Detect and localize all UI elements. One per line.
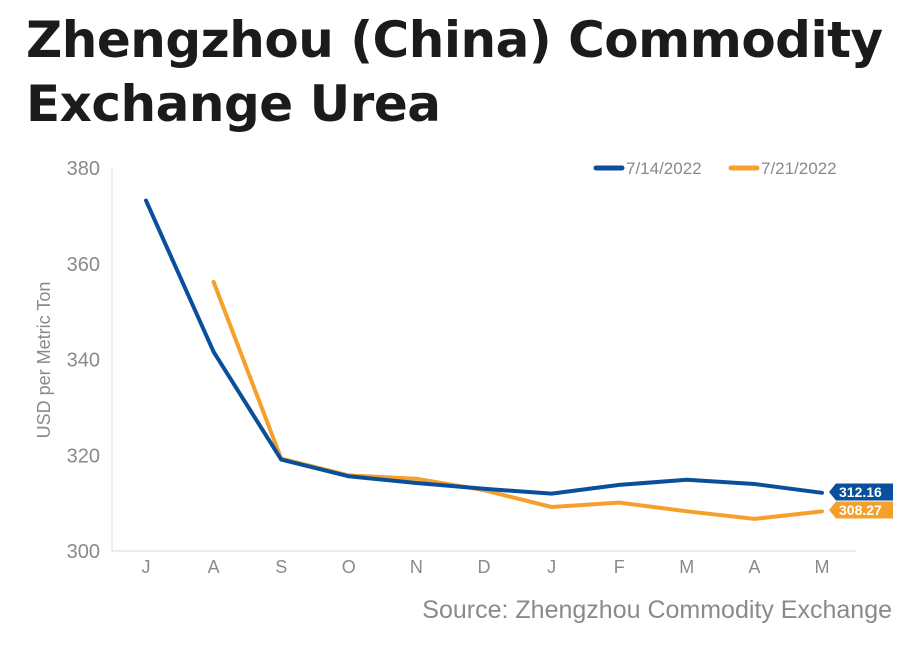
chart-title: Zhengzhou (China) Commodity Exchange Ure… bbox=[26, 8, 896, 136]
x-tick-label: A bbox=[748, 557, 760, 577]
x-tick-label: M bbox=[679, 557, 694, 577]
y-axis-title: USD per Metric Ton bbox=[34, 282, 54, 439]
y-tick-label: 360 bbox=[67, 254, 100, 276]
end-label-tag bbox=[829, 483, 893, 501]
x-tick-label: A bbox=[208, 557, 220, 577]
source-note: Source: Zhengzhou Commodity Exchange bbox=[422, 596, 892, 624]
legend-label: 7/14/2022 bbox=[626, 159, 702, 178]
x-tick-label: J bbox=[142, 557, 151, 577]
x-tick-label: S bbox=[275, 557, 287, 577]
chart-title-line-1: Zhengzhou (China) Commodity bbox=[26, 11, 883, 69]
end-label-value: 312.16 bbox=[839, 484, 882, 500]
y-tick-label: 300 bbox=[67, 541, 100, 563]
legend-label: 7/21/2022 bbox=[761, 159, 837, 178]
end-label-value: 308.27 bbox=[839, 502, 882, 518]
y-tick-label: 380 bbox=[67, 158, 100, 180]
x-tick-label: N bbox=[410, 557, 423, 577]
end-value-labels: 312.16 308.27 bbox=[829, 483, 893, 519]
y-tick-label: 340 bbox=[67, 350, 100, 372]
x-tick-label: D bbox=[478, 557, 491, 577]
x-tick-label: M bbox=[815, 557, 830, 577]
series-lines bbox=[144, 198, 824, 521]
legend: 7/14/2022 7/21/2022 bbox=[593, 159, 837, 178]
end-label-tag bbox=[829, 501, 893, 519]
series-line bbox=[144, 198, 824, 496]
x-tick-label: J bbox=[547, 557, 556, 577]
y-tick-label: 320 bbox=[67, 445, 100, 467]
chart-title-line-2: Exchange Urea bbox=[26, 75, 441, 133]
y-tick-labels: 300 320 340 360 380 bbox=[67, 158, 100, 563]
x-tick-label: O bbox=[342, 557, 356, 577]
x-tick-label: F bbox=[614, 557, 625, 577]
